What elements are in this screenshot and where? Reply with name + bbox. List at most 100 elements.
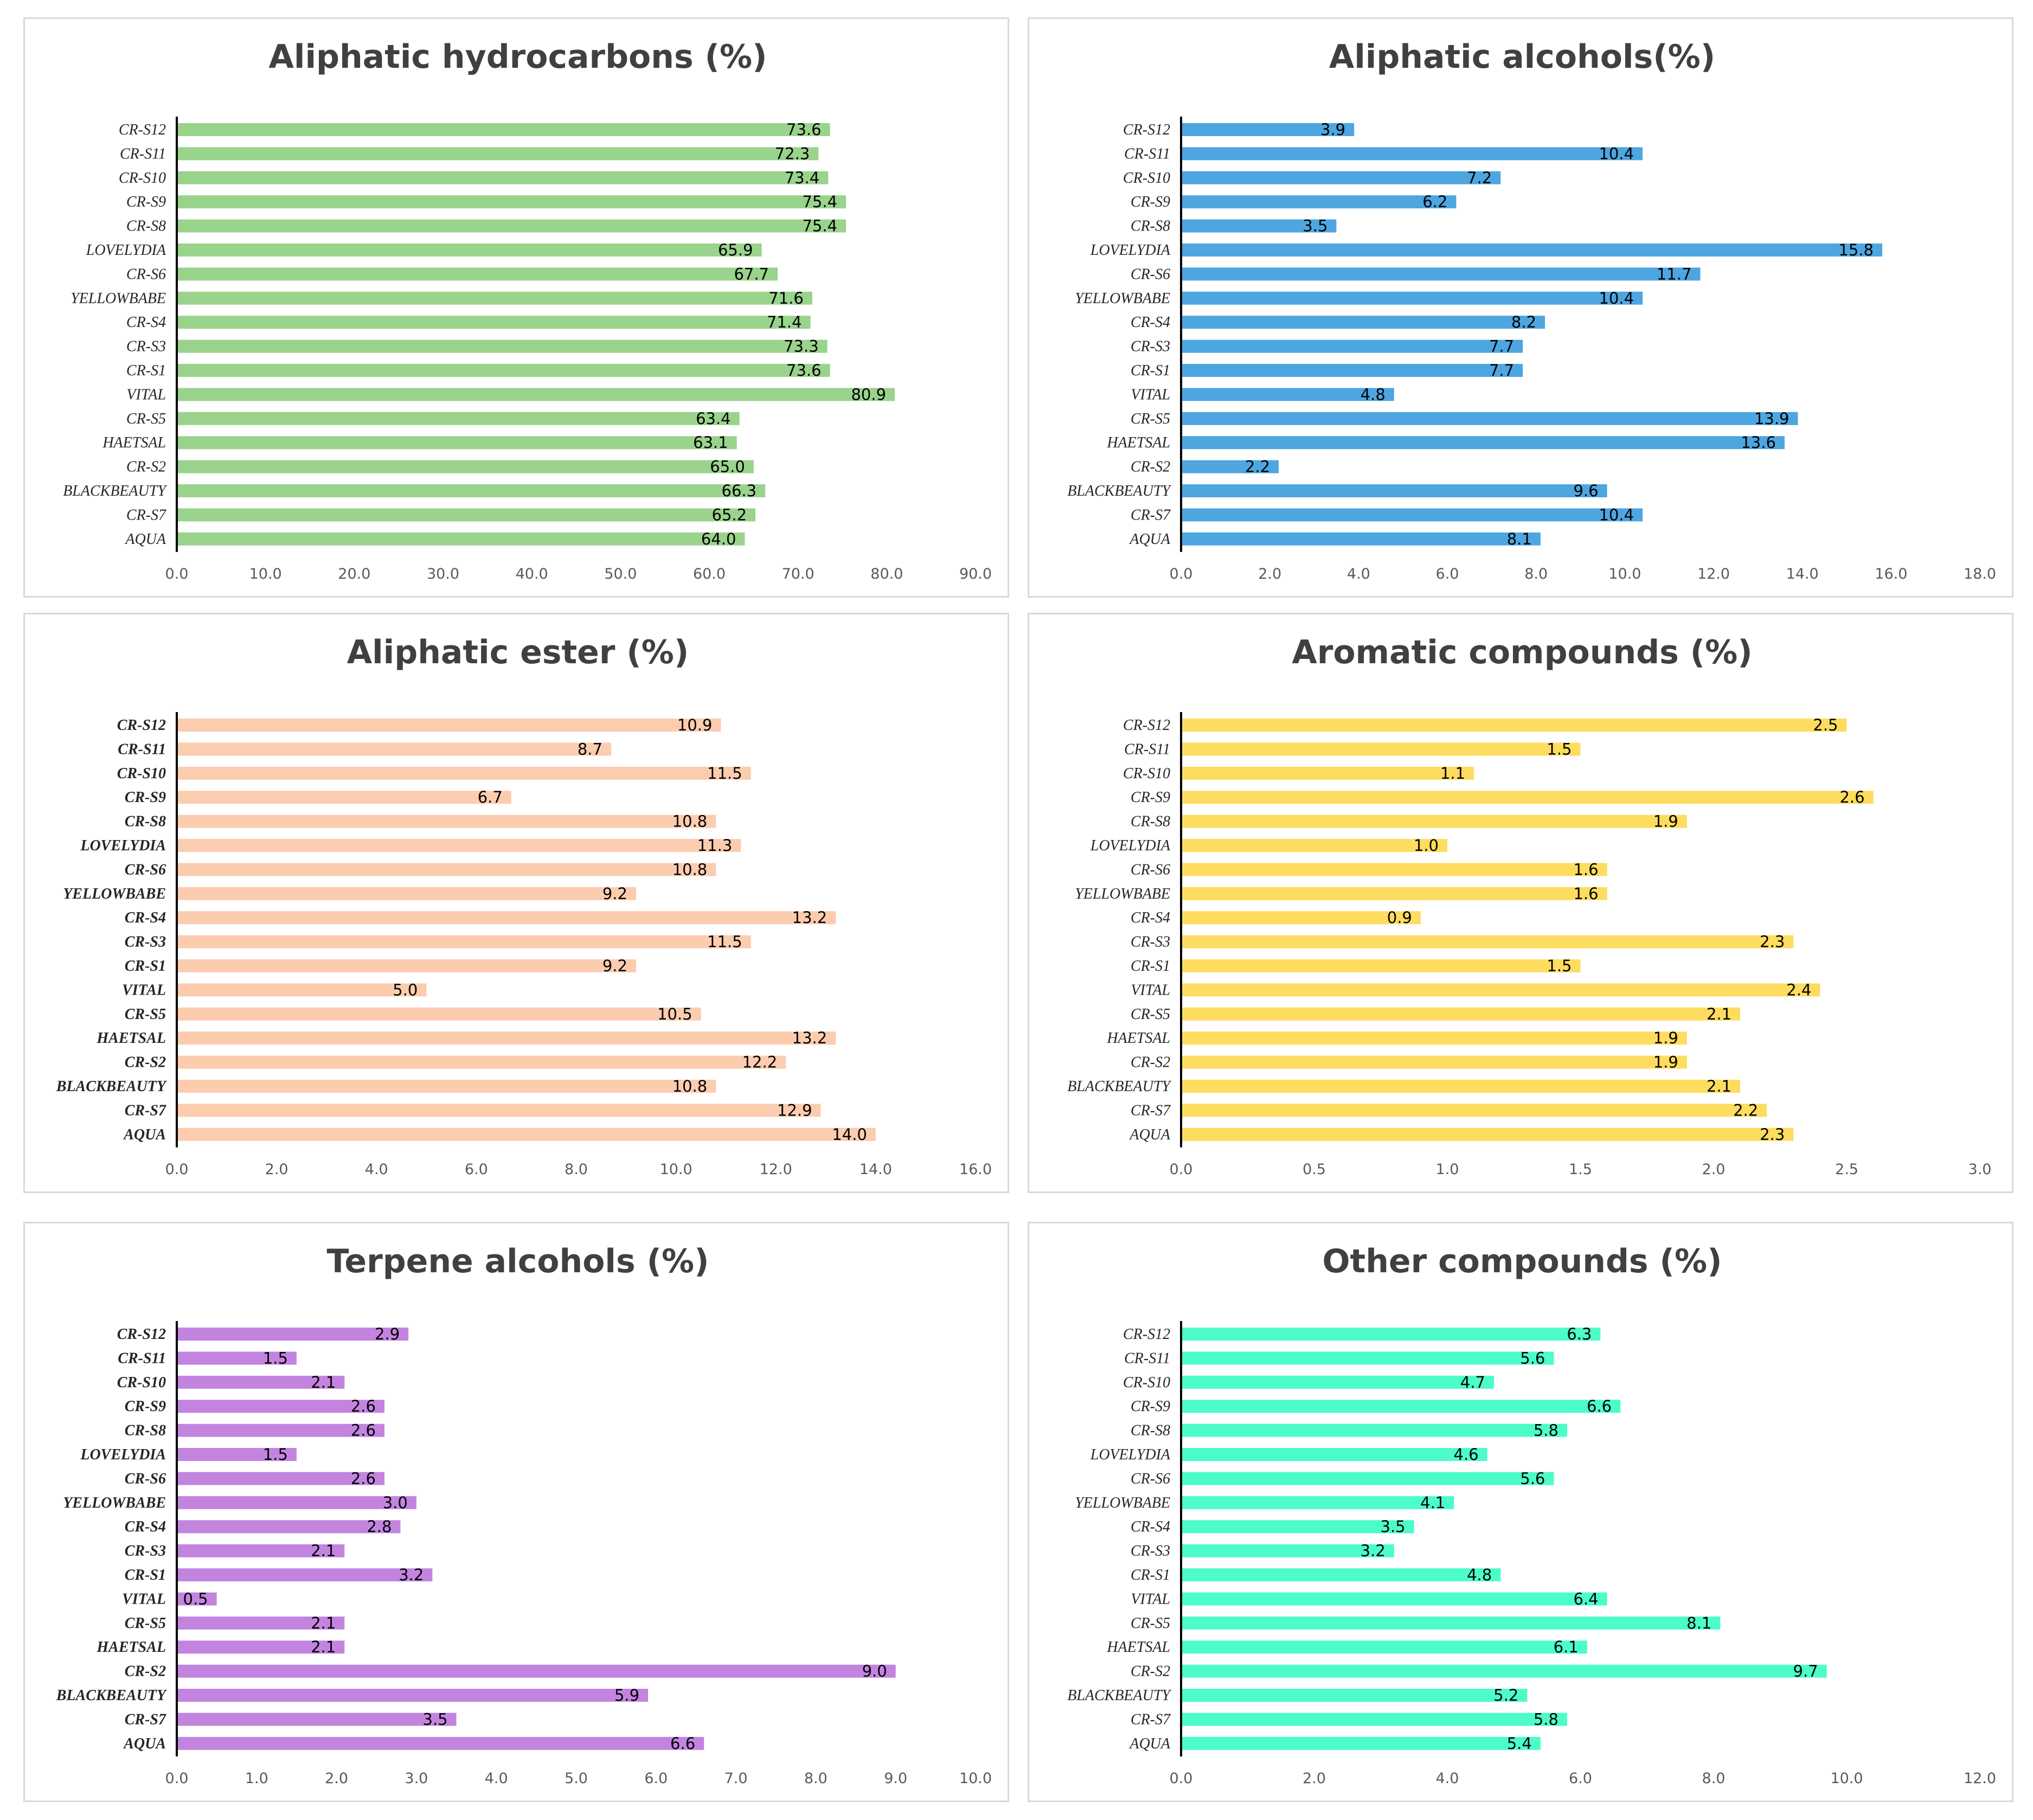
category-label: CR-S1 xyxy=(1131,958,1170,975)
data-label: 9.2 xyxy=(602,957,627,975)
data-label: 3.5 xyxy=(422,1710,447,1728)
data-label: 72.3 xyxy=(775,144,810,163)
chart-title: Aliphatic alcohols(%) xyxy=(1329,38,1715,76)
category-label: VITAL xyxy=(122,1591,166,1607)
x-tick-label: 0.0 xyxy=(165,566,189,582)
category-label: CR-S1 xyxy=(125,1567,166,1584)
category-label: CR-S10 xyxy=(1123,1374,1170,1391)
data-label: 75.4 xyxy=(802,193,837,211)
category-label: CR-S3 xyxy=(1131,1543,1170,1560)
x-tick-label: 8.0 xyxy=(565,1161,588,1178)
bar xyxy=(177,1351,297,1365)
x-tick-label: 6.0 xyxy=(1436,566,1459,582)
bar xyxy=(177,1031,836,1045)
data-label: 71.6 xyxy=(768,289,804,307)
category-label: CR-S6 xyxy=(125,861,166,878)
category-label: CR-S8 xyxy=(1131,813,1170,830)
bar xyxy=(177,1544,345,1558)
category-label: CR-S11 xyxy=(1124,145,1170,162)
category-label: CR-S9 xyxy=(1131,1398,1170,1415)
bar xyxy=(1181,1351,1554,1365)
x-tick-label: 4.0 xyxy=(365,1161,388,1178)
bar xyxy=(1181,1424,1567,1437)
data-label: 5.0 xyxy=(393,981,418,999)
category-label: AQUA xyxy=(1128,1126,1171,1143)
category-label: HAETSAL xyxy=(96,1639,166,1656)
x-tick-label: 6.0 xyxy=(644,1770,668,1787)
x-tick-label: 12.0 xyxy=(760,1161,792,1178)
data-label: 3.0 xyxy=(383,1494,408,1512)
data-label: 2.2 xyxy=(1733,1101,1758,1119)
category-label: CR-S2 xyxy=(1131,459,1170,476)
data-label: 11.5 xyxy=(707,933,742,951)
bar xyxy=(1181,460,1279,473)
bar xyxy=(177,959,636,972)
bar xyxy=(177,887,636,900)
bar xyxy=(1181,1520,1414,1534)
data-label: 10.9 xyxy=(677,716,713,734)
bar xyxy=(1181,484,1607,497)
chart-title: Aliphatic hydrocarbons (%) xyxy=(268,38,767,76)
category-label: CR-S12 xyxy=(1123,717,1170,734)
data-label: 8.1 xyxy=(1507,530,1532,548)
data-label: 6.6 xyxy=(670,1734,695,1753)
category-label: CR-S1 xyxy=(126,362,166,379)
category-label: CR-S9 xyxy=(126,194,166,210)
bar xyxy=(177,1496,416,1509)
bar xyxy=(177,1328,409,1341)
x-tick-label: 0.0 xyxy=(1170,1770,1193,1787)
data-label: 10.8 xyxy=(672,812,708,831)
bar xyxy=(1181,959,1581,972)
category-label: CR-S11 xyxy=(118,1350,166,1367)
x-tick-label: 2.0 xyxy=(265,1161,288,1178)
bar xyxy=(1181,1544,1394,1558)
category-label: LOVELYDIA xyxy=(80,837,166,854)
x-tick-label: 0.0 xyxy=(1170,566,1193,582)
x-tick-label: 8.0 xyxy=(1524,566,1548,582)
bar xyxy=(177,1472,384,1485)
x-tick-label: 10.0 xyxy=(249,566,282,582)
data-label: 1.1 xyxy=(1440,764,1465,783)
bar xyxy=(1181,508,1643,522)
category-label: CR-S6 xyxy=(1131,861,1170,878)
bar xyxy=(1181,1104,1767,1117)
data-label: 10.4 xyxy=(1599,289,1634,307)
data-label: 2.6 xyxy=(351,1421,376,1440)
bar xyxy=(1181,1713,1567,1726)
category-label: CR-S3 xyxy=(125,934,166,951)
x-tick-label: 14.0 xyxy=(1786,566,1819,582)
data-label: 11.3 xyxy=(697,836,733,855)
bar xyxy=(177,911,836,925)
bar xyxy=(177,742,611,756)
category-label: CR-S5 xyxy=(125,1615,166,1632)
bar xyxy=(1181,147,1643,161)
bar xyxy=(177,839,741,852)
x-tick-label: 0.0 xyxy=(1170,1161,1193,1178)
category-label: CR-S2 xyxy=(1131,1054,1170,1071)
bar xyxy=(177,1375,345,1389)
category-label: CR-S5 xyxy=(1131,411,1170,427)
data-label: 5.9 xyxy=(614,1686,639,1704)
data-label: 5.4 xyxy=(1507,1734,1532,1753)
bar xyxy=(1181,719,1847,732)
category-label: AQUA xyxy=(1128,1735,1171,1752)
category-label: CR-S10 xyxy=(1123,170,1170,187)
data-label: 3.2 xyxy=(1361,1542,1386,1560)
bar xyxy=(177,863,716,876)
data-label: 66.3 xyxy=(722,482,757,500)
category-label: CR-S2 xyxy=(125,1663,166,1680)
bar xyxy=(1181,1328,1601,1341)
bar xyxy=(177,436,737,450)
data-label: 5.6 xyxy=(1520,1349,1545,1367)
data-label: 1.5 xyxy=(1547,740,1572,758)
data-label: 2.5 xyxy=(1813,716,1838,734)
bar xyxy=(1181,1127,1794,1141)
data-label: 4.6 xyxy=(1454,1445,1479,1464)
data-label: 1.5 xyxy=(1547,957,1572,975)
data-label: 4.1 xyxy=(1420,1494,1445,1512)
category-label: CR-S8 xyxy=(1131,218,1170,235)
category-label: VITAL xyxy=(1131,386,1170,403)
data-label: 4.8 xyxy=(1467,1566,1492,1584)
x-tick-label: 7.0 xyxy=(724,1770,748,1787)
category-label: VITAL xyxy=(1131,1591,1170,1607)
